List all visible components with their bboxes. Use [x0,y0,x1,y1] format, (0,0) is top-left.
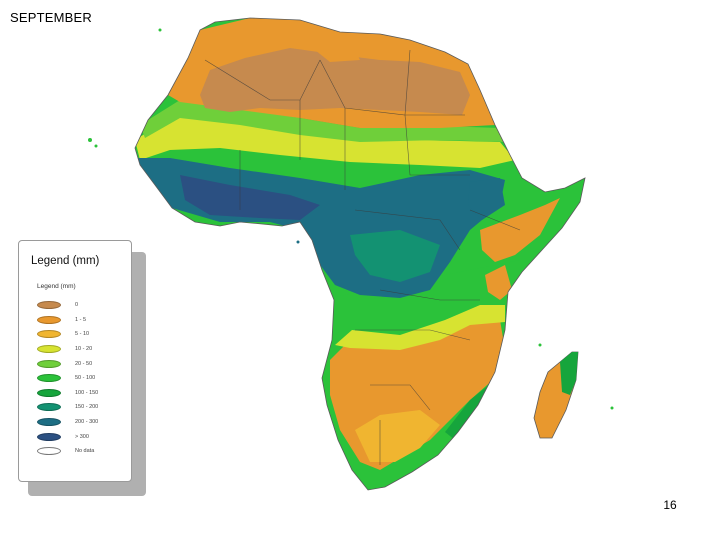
legend-swatch [37,330,61,339]
legend-label: > 300 [75,433,89,440]
rain-zone-west-wettest [180,175,320,220]
legend-item: 10 - 20 [37,342,98,357]
legend-item: 150 - 200 [37,400,98,415]
legend-swatch [37,359,61,368]
rain-zone-east-dry [485,265,512,300]
legend-title: Legend (mm) [31,255,100,267]
rain-zone-south-yellow-band [335,305,505,350]
rain-zone-sahel-yellow [135,115,515,168]
legend-item: 200 - 300 [37,415,98,430]
legend-item: 100 - 150 [37,386,98,401]
legend-label: 0 [75,302,79,309]
comoros-island [538,343,542,347]
legend-swatch [37,345,61,354]
legend-label: 20 - 50 [75,360,93,367]
mauritius-island [610,406,614,410]
legend-label: 1 - 5 [75,316,87,323]
legend-item: 20 - 50 [37,356,98,371]
legend-label: 10 - 20 [75,346,93,353]
canary-island [158,28,162,32]
legend-swatch [37,418,61,427]
country-borders [204,49,521,465]
legend-label: 150 - 200 [75,404,99,411]
legend-label: 50 - 100 [75,375,96,382]
legend-list: 0 1 - 5 5 - 10 10 - 20 20 - 50 50 - 100 100 - … [37,298,98,459]
legend-label: 5 - 10 [75,331,90,338]
madagascar-east-wet [560,352,578,395]
africa-coastline [134,17,586,491]
legend-item: 1 - 5 [37,313,98,328]
cape-verde-island [88,138,92,142]
legend-label: 100 - 150 [75,389,99,396]
legend-swatch [37,315,61,324]
legend-subtitle: Legend (mm) [37,283,76,290]
rain-zone-south-arid [355,410,440,462]
rain-zone-congo-center [350,230,440,282]
legend-swatch [37,432,61,441]
legend-item: 50 - 100 [37,371,98,386]
legend-item: 5 - 10 [37,327,98,342]
legend-swatch [37,403,61,412]
legend-item: 0 [37,298,98,313]
rain-zone-ethiopia-wet [468,178,505,220]
legend-item: No data [37,444,98,459]
legend-swatch [37,447,61,456]
legend-label: 200 - 300 [75,419,99,426]
map-title: SEPTEMBER [10,10,92,25]
legend-label: No data [75,448,95,455]
page-number: 16 [663,498,677,512]
rain-zone-sahara-ridge [315,35,360,62]
legend-swatch [37,301,61,310]
bioko-island [296,240,300,244]
legend: Legend (mm) Legend (mm) 0 1 - 5 5 - 10 10 -… [18,240,132,482]
cape-verde-island [94,144,98,148]
legend-swatch [37,374,61,383]
legend-swatch [37,388,61,397]
legend-item: > 300 [37,429,98,444]
